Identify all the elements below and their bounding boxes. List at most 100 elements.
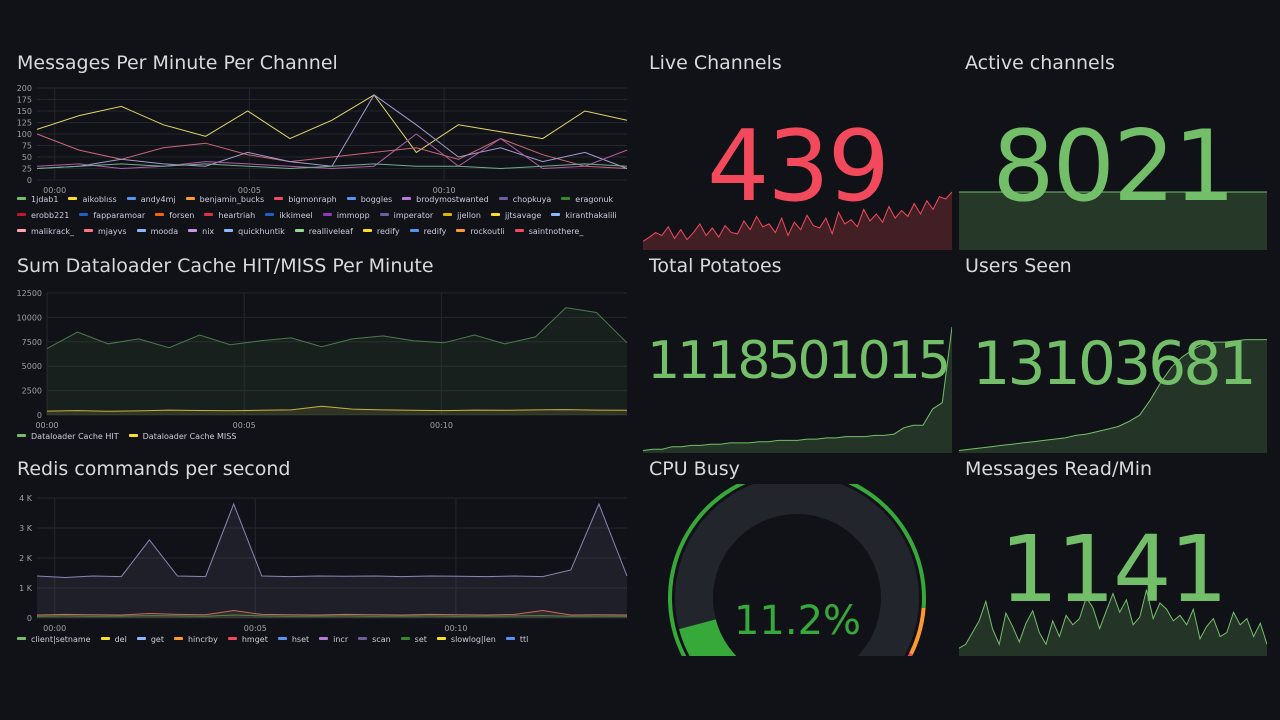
legend-item[interactable]: redify [409,224,447,240]
dataloader-cache-chart[interactable]: 12500 10000 7500 5000 2500 000:00 00:05 00:10 [17,285,629,433]
panel-title[interactable]: Active channels [965,52,1115,74]
legend-item[interactable]: set [400,632,427,648]
legend-item[interactable]: mjayvs [84,224,127,240]
legend-label: Dataloader Cache MISS [142,432,237,441]
legend-item[interactable]: imperator [379,208,433,224]
legend-item[interactable]: rockoutli [456,224,505,240]
y-tick-label: 200 [17,84,32,93]
panel-title[interactable]: Redis commands per second [17,458,291,480]
legend-item[interactable]: bigmonraph [274,192,337,208]
legend-item[interactable]: heartriah [204,208,255,224]
legend-label: mooda [150,227,179,236]
legend-item[interactable]: aikoblıss [68,192,117,208]
messages-per-minute-chart[interactable]: 200 175 150 125 100 75 50 25 0 00:00 00:05 00:10 [17,82,629,198]
legend-item[interactable]: incr [319,632,348,648]
panel-title[interactable]: Messages Per Minute Per Channel [17,52,338,74]
panel-title[interactable]: CPU Busy [649,458,740,480]
legend-label: 1jdab1 [31,195,59,204]
legend-swatch [561,197,571,200]
x-tick-label: 00:00 [43,186,66,195]
legend-item[interactable]: Dataloader Cache MISS [128,429,237,445]
sparkline-line [643,326,952,451]
legend-item[interactable]: redify [362,224,400,240]
sparkline-area [959,589,1267,656]
panel-title[interactable]: Messages Read/Min [965,458,1153,480]
legend-item[interactable]: slowlog|len [436,632,496,648]
x-tick-label: 00:10 [433,186,456,195]
legend-label: samukkha [31,243,72,244]
legend-item[interactable]: scan [358,632,391,648]
legend-swatch [128,434,138,437]
legend-swatch [322,213,332,216]
legend-label: client|setname [31,635,91,644]
series-line [36,133,628,169]
legend-label: quickhuntik [238,227,285,236]
legend-item[interactable]: jjellon [443,208,481,224]
legend-swatch [188,229,198,232]
legend-item[interactable]: quickhuntik [224,224,285,240]
legend-item[interactable]: hmget [227,632,268,648]
legend-swatch [79,213,89,216]
legend-item[interactable]: ikkimeel [265,208,313,224]
legend-label: redify [423,227,447,236]
panel-title[interactable]: Total Potatoes [649,255,782,277]
legend-item[interactable]: get [136,632,164,648]
legend-item[interactable]: ttl [505,632,528,648]
legend-item[interactable]: andy4mj [126,192,176,208]
x-tick-label: 00:00 [43,624,66,633]
legend-swatch [224,229,234,232]
legend-swatch [505,637,515,640]
stat-value: 8021 [992,110,1235,224]
legend-item[interactable]: samukkha [17,240,72,244]
legend-label: fapparamoar [93,211,146,220]
legend-item[interactable]: immopp [322,208,370,224]
legend-item[interactable]: jjtsavage [490,208,541,224]
legend-label: erobb221 [31,211,70,220]
chart-legend: Dataloader Cache HIT Dataloader Cache MIS… [17,429,629,447]
legend-item[interactable]: hset [277,632,309,648]
legend-label: kiranthakalili [565,211,617,220]
panel-title[interactable]: Users Seen [965,255,1072,277]
chart-legend: 1jdab1 aikoblıss andy4mj benjamin_bucks bigm… [17,192,629,244]
legend-label: slowlog|len [450,635,496,644]
legend-item[interactable]: brodymostwanted [402,192,489,208]
legend-item[interactable]: saintnothere_ [514,224,583,240]
y-tick-label: 0 [27,614,32,623]
legend-item[interactable]: forsen [155,208,194,224]
chart-legend: client|setname del get hincrby hmget hset incr… [17,632,629,650]
legend-item[interactable]: eragonuk [561,192,613,208]
legend-item[interactable]: client|setname [17,632,91,648]
panel-title[interactable]: Sum Dataloader Cache HIT/MISS Per Minute [17,255,434,277]
gauge-threshold-orange [909,607,926,655]
redis-commands-chart[interactable]: 4 K 3 K 2 K 1 K 0 00:00 00:05 00:10 [17,488,629,636]
legend-item[interactable]: boggles [346,192,392,208]
panel-title[interactable]: Live Channels [649,52,782,74]
legend-swatch [400,637,410,640]
legend-item[interactable]: del [100,632,127,648]
legend-item[interactable]: kiranthakalili [551,208,617,224]
sparkline [643,326,952,453]
sparkline [959,191,1267,250]
legend-swatch [358,637,368,640]
total-potatoes-panel: Total Potatoes 1118501015 [643,255,952,453]
legend-item[interactable]: realliveleaf [294,224,353,240]
legend-item[interactable]: Dataloader Cache HIT [17,429,119,445]
legend-swatch [409,229,419,232]
legend-item[interactable]: chopkuya [498,192,552,208]
cpu-busy-panel: CPU Busy 11.2% [643,458,952,656]
sparkline [959,589,1267,656]
legend-item[interactable]: hincrby [173,632,218,648]
legend-item[interactable]: nix [188,224,214,240]
legend-item[interactable]: erobb221 [17,208,69,224]
x-tick-label: 00:05 [233,421,256,430]
legend-item[interactable]: fapparamoar [79,208,145,224]
legend-swatch [498,197,508,200]
legend-item[interactable]: 1jdab1 [17,192,58,208]
legend-item[interactable]: malikrack_ [17,224,74,240]
legend-swatch [319,637,329,640]
legend-item[interactable]: mooda [136,224,179,240]
legend-label: aikoblıss [82,195,117,204]
legend-item[interactable]: benjamin_bucks [185,192,264,208]
legend-label: chopkuya [512,195,552,204]
y-tick-label: 1 K [19,584,33,593]
